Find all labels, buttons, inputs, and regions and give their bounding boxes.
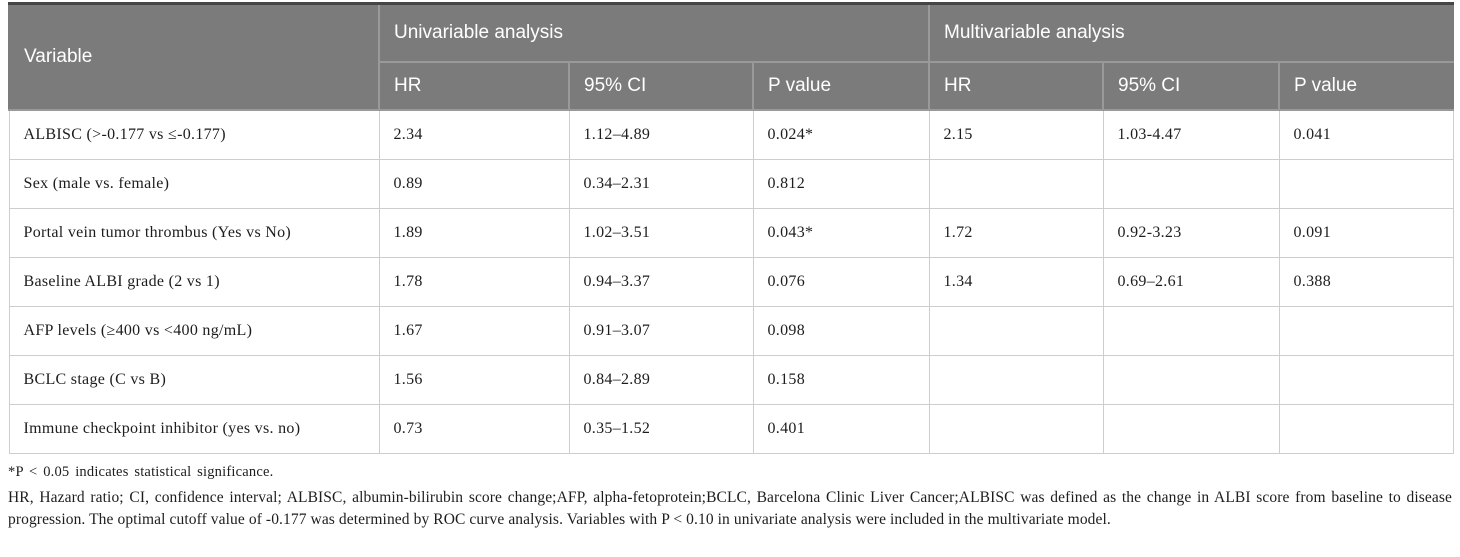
table-row: ALBISC (>-0.177 vs ≤-0.177) 2.34 1.12–4.… <box>8 109 1454 160</box>
cell-multi-p <box>1278 158 1454 209</box>
cell-uni-ci: 0.84–2.89 <box>568 354 754 405</box>
cell-variable: Sex (male vs. female) <box>8 158 380 209</box>
cell-uni-p: 0.158 <box>752 354 930 405</box>
column-header-variable: Variable <box>8 2 380 111</box>
cell-multi-hr <box>928 403 1104 454</box>
table-row: BCLC stage (C vs B) 1.56 0.84–2.89 0.158 <box>8 354 1454 405</box>
cell-variable: Immune checkpoint inhibitor (yes vs. no) <box>8 403 380 454</box>
cell-uni-hr: 0.73 <box>378 403 570 454</box>
cell-uni-p: 0.043* <box>752 207 930 258</box>
cell-uni-p: 0.401 <box>752 403 930 454</box>
cell-multi-p <box>1278 403 1454 454</box>
cell-multi-hr <box>928 158 1104 209</box>
cell-multi-ci: 0.92-3.23 <box>1102 207 1280 258</box>
cell-multi-ci: 0.69–2.61 <box>1102 256 1280 307</box>
cell-variable: ALBISC (>-0.177 vs ≤-0.177) <box>8 109 380 160</box>
cell-uni-p: 0.076 <box>752 256 930 307</box>
cell-multi-hr <box>928 354 1104 405</box>
cell-multi-ci <box>1102 305 1280 356</box>
cell-uni-p: 0.812 <box>752 158 930 209</box>
cell-uni-hr: 0.89 <box>378 158 570 209</box>
header-group-row: Variable Univariable analysis Multivaria… <box>8 2 1455 111</box>
cell-uni-hr: 1.78 <box>378 256 570 307</box>
cell-uni-ci: 1.12–4.89 <box>568 109 754 160</box>
column-header-multi-hr: HR <box>928 61 1104 111</box>
cell-uni-ci: 0.35–1.52 <box>568 403 754 454</box>
cell-multi-p: 0.388 <box>1278 256 1454 307</box>
cell-variable: BCLC stage (C vs B) <box>8 354 380 405</box>
cell-multi-hr: 1.72 <box>928 207 1104 258</box>
group-header-univariable: Univariable analysis <box>378 2 930 63</box>
cell-multi-hr: 2.15 <box>928 109 1104 160</box>
cell-multi-hr <box>928 305 1104 356</box>
cell-uni-ci: 1.02–3.51 <box>568 207 754 258</box>
table-figure: Variable Univariable analysis Multivaria… <box>8 2 1455 532</box>
cell-multi-ci <box>1102 354 1280 405</box>
group-header-multivariable: Multivariable analysis <box>927 2 1455 63</box>
cell-variable: Portal vein tumor thrombus (Yes vs No) <box>8 207 380 258</box>
cell-multi-p: 0.091 <box>1278 207 1454 258</box>
table-row: Sex (male vs. female) 0.89 0.34–2.31 0.8… <box>8 158 1454 209</box>
cell-uni-hr: 1.67 <box>378 305 570 356</box>
table-body: ALBISC (>-0.177 vs ≤-0.177) 2.34 1.12–4.… <box>8 109 1454 454</box>
table-row: Portal vein tumor thrombus (Yes vs No) 1… <box>8 207 1454 258</box>
cell-uni-hr: 1.89 <box>378 207 570 258</box>
table-footnotes: *P < 0.05 indicates statistical signific… <box>8 464 1452 532</box>
column-header-multi-p: P value <box>1277 61 1455 111</box>
cell-multi-p: 0.041 <box>1278 109 1454 160</box>
column-header-uni-ci: 95% CI <box>568 61 754 111</box>
cell-multi-ci: 1.03-4.47 <box>1102 109 1280 160</box>
cell-uni-hr: 1.56 <box>378 354 570 405</box>
cell-multi-ci <box>1102 158 1280 209</box>
column-header-uni-p: P value <box>752 61 930 111</box>
header-sub-row: HR 95% CI P value HR 95% CI P value <box>9 61 1455 111</box>
table-row: Baseline ALBI grade (2 vs 1) 1.78 0.94–3… <box>8 256 1454 307</box>
cell-variable: Baseline ALBI grade (2 vs 1) <box>8 256 380 307</box>
cell-uni-ci: 0.34–2.31 <box>568 158 754 209</box>
footnote-abbreviations: HR, Hazard ratio; CI, confidence interva… <box>8 488 1452 529</box>
column-header-uni-hr: HR <box>378 61 570 111</box>
cell-multi-hr: 1.34 <box>928 256 1104 307</box>
cell-variable: AFP levels (≥400 vs <400 ng/mL) <box>8 305 380 356</box>
cell-uni-p: 0.098 <box>752 305 930 356</box>
cell-uni-p: 0.024* <box>752 109 930 160</box>
table-row: Immune checkpoint inhibitor (yes vs. no)… <box>8 403 1454 454</box>
cell-uni-ci: 0.94–3.37 <box>568 256 754 307</box>
footnote-significance: *P < 0.05 indicates statistical signific… <box>8 463 274 480</box>
table-row: AFP levels (≥400 vs <400 ng/mL) 1.67 0.9… <box>8 305 1454 356</box>
column-header-multi-ci: 95% CI <box>1102 61 1280 111</box>
cell-uni-hr: 2.34 <box>378 109 570 160</box>
cell-multi-p <box>1278 354 1454 405</box>
cell-multi-ci <box>1102 403 1280 454</box>
cell-multi-p <box>1278 305 1454 356</box>
analysis-table: Variable Univariable analysis Multivaria… <box>8 2 1455 454</box>
cell-uni-ci: 0.91–3.07 <box>568 305 754 356</box>
table-header: Variable Univariable analysis Multivaria… <box>8 2 1455 111</box>
